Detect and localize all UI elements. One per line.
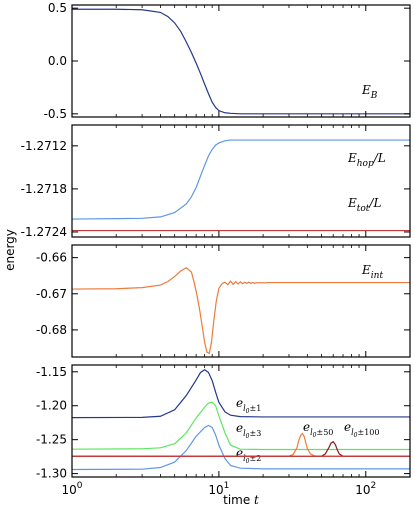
y-tick-label: -1.30	[36, 467, 67, 481]
x-tick-label: 101	[208, 481, 229, 497]
series-label-e-l0-50: el0±50	[303, 420, 333, 439]
series-label-e-l0-1: el0±1	[236, 396, 261, 415]
y-tick-label: -1.15	[36, 365, 67, 379]
series-line-e-hop-l	[72, 139, 410, 220]
series-label-e-l0-100: el0±100	[344, 420, 379, 439]
series-label-e-l0-2: el0±2	[236, 446, 261, 465]
series-line-e-l0-2	[72, 424, 410, 471]
series-label-e-hop-l: Ehop/L	[347, 151, 386, 169]
series-label-e-int: Eint	[361, 263, 383, 281]
series-label-e-tot-l: Etot/L	[347, 196, 381, 214]
y-tick-label: -0.5	[44, 107, 67, 121]
panel-4: el0±1 el0±3 el0±2 el0±50 el0±100 -1.15 -1.20 -1…	[36, 364, 411, 481]
y-tick-label: -1.25	[36, 433, 67, 447]
panel-frame	[71, 244, 411, 358]
series-label-e-l0-3: el0±3	[236, 421, 261, 440]
series-line-e-l0-1	[72, 369, 410, 419]
y-tick-label: 0.5	[48, 1, 67, 15]
series-line-e-l0-3	[72, 401, 410, 451]
series-line-e-int	[72, 267, 410, 355]
panel-frame	[71, 124, 411, 238]
series-line-e-b	[72, 8, 410, 115]
y-tick-label: -0.67	[36, 287, 67, 301]
y-axis-label: energy	[3, 229, 17, 271]
panel-3: Eint -0.66 -0.67 -0.68	[36, 244, 411, 358]
series-label-e-b: EB	[361, 83, 378, 101]
panel-frame	[71, 4, 411, 118]
x-tick-label: 102	[355, 481, 376, 497]
y-tick-label: -1.2724	[21, 225, 67, 239]
x-axis-label: time t	[223, 493, 259, 507]
y-tick-label: -1.20	[36, 399, 67, 413]
panel-1: EB 0.5 0.0 -0.5	[44, 1, 411, 121]
y-tick-label: -1.2718	[21, 182, 67, 196]
panel-2: Ehop/L Etot/L -1.2712 -1.2718 -1.2724	[21, 124, 411, 239]
series-line-e-l0-50	[72, 432, 410, 457]
x-tick-label: 100	[61, 481, 82, 497]
y-tick-label: -1.2712	[21, 139, 67, 153]
y-tick-label: -0.68	[36, 323, 67, 337]
panel-frame	[71, 364, 411, 478]
y-tick-label: 0.0	[48, 54, 67, 68]
y-tick-label: -0.66	[36, 251, 67, 265]
